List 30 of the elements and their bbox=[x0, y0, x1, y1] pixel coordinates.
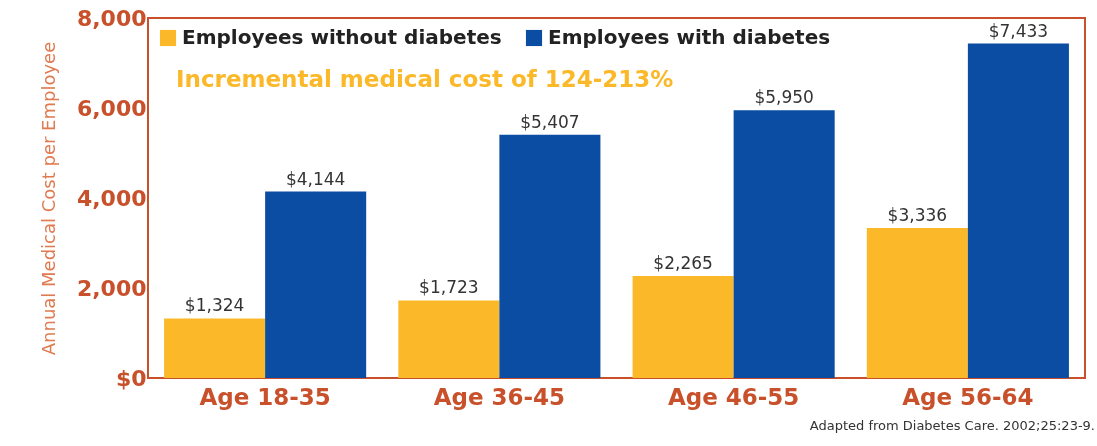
y-tick-label: 8,000 bbox=[76, 5, 147, 31]
x-tick-label: Age 18-35 bbox=[199, 383, 331, 410]
y-axis-title: Annual Medical Cost per Employee bbox=[37, 41, 59, 356]
data-label: $7,433 bbox=[988, 20, 1049, 41]
x-tick-label: Age 56-64 bbox=[902, 383, 1034, 410]
y-tick-label: 4,000 bbox=[76, 185, 147, 211]
data-label: $2,265 bbox=[653, 253, 713, 274]
y-tick-label: $0 bbox=[115, 365, 147, 391]
data-label: $5,950 bbox=[754, 87, 814, 108]
data-label: $1,723 bbox=[419, 277, 479, 298]
bar bbox=[866, 227, 968, 378]
legend-label: Employees with diabetes bbox=[548, 25, 831, 49]
legend-label: Employees without diabetes bbox=[182, 25, 502, 49]
bar bbox=[632, 276, 734, 378]
x-tick-label: Age 36-45 bbox=[433, 383, 566, 410]
text: Adapted from Diabetes Care. 2002;25:23-9. bbox=[809, 418, 1095, 433]
bar bbox=[967, 43, 1069, 378]
data-label: $1,324 bbox=[184, 295, 245, 316]
bar bbox=[265, 191, 367, 378]
data-label: $5,407 bbox=[520, 111, 580, 132]
bar bbox=[164, 318, 266, 378]
y-tick-label: 6,000 bbox=[76, 95, 147, 121]
bar bbox=[499, 134, 601, 378]
data-label: $3,336 bbox=[887, 204, 948, 225]
annotation: Incremental medical cost of 124-213% bbox=[176, 66, 674, 92]
bar bbox=[398, 300, 500, 378]
y-tick-label: 2,000 bbox=[76, 275, 147, 301]
x-tick-label: Age 46-55 bbox=[667, 383, 800, 410]
bar bbox=[733, 110, 835, 378]
data-label: $4,144 bbox=[285, 168, 346, 189]
